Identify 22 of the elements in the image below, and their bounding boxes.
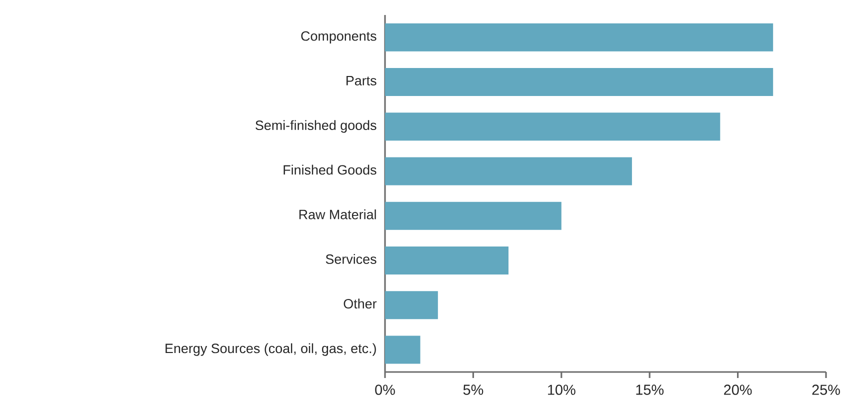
x-tick-label: 25% bbox=[812, 384, 840, 395]
bar bbox=[385, 112, 720, 141]
y-tick-label: Components bbox=[301, 31, 376, 44]
bar bbox=[385, 336, 420, 364]
bar bbox=[385, 157, 632, 186]
y-tick-label: Energy Sources (coal, oil, gas, etc.) bbox=[166, 343, 376, 356]
bar bbox=[385, 23, 774, 52]
bar bbox=[385, 291, 438, 320]
y-tick-label: Semi-finished goods bbox=[256, 120, 376, 133]
x-tick-label: 10% bbox=[548, 384, 576, 395]
y-tick-label: Finished Goods bbox=[284, 164, 376, 175]
x-tick-label: 5% bbox=[463, 384, 484, 395]
bar bbox=[385, 246, 508, 274]
x-tick-label: 15% bbox=[636, 384, 664, 395]
bar bbox=[385, 68, 774, 96]
bar bbox=[385, 202, 562, 230]
y-tick-label: Other bbox=[344, 298, 377, 309]
y-tick-label: Services bbox=[326, 254, 376, 264]
x-tick-label: 0% bbox=[375, 384, 395, 395]
x-tick-label: 20% bbox=[724, 384, 752, 395]
y-tick-label: Raw Material bbox=[299, 209, 376, 220]
y-tick-label: Parts bbox=[346, 76, 376, 86]
